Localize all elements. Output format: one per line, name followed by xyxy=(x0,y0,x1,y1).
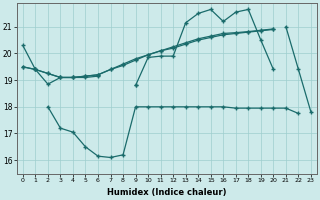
X-axis label: Humidex (Indice chaleur): Humidex (Indice chaleur) xyxy=(107,188,227,197)
